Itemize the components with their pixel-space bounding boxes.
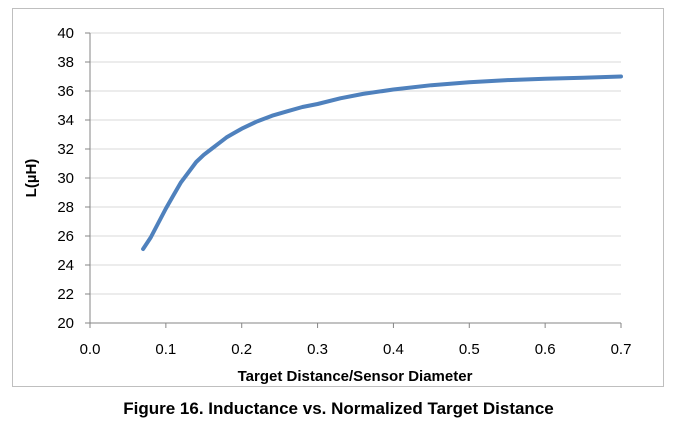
x-tick-label: 0.5 xyxy=(459,341,480,358)
x-tick-label: 0.1 xyxy=(155,341,176,358)
axes xyxy=(85,32,622,328)
x-tick-label: 0.3 xyxy=(307,341,328,358)
y-tick-label: 28 xyxy=(57,199,74,216)
x-axis-title: Target Distance/Sensor Diameter xyxy=(238,368,473,385)
y-tick-label: 20 xyxy=(57,315,74,332)
x-tick-label: 0.4 xyxy=(383,341,404,358)
y-tick-label: 34 xyxy=(57,112,74,129)
grid-lines xyxy=(90,32,621,295)
y-tick-label: 24 xyxy=(57,257,74,274)
y-tick-label: 38 xyxy=(57,54,74,71)
chart-frame xyxy=(12,8,664,387)
y-tick-label: 40 xyxy=(57,25,74,42)
y-tick-label: 30 xyxy=(57,170,74,187)
y-tick-label: 26 xyxy=(57,228,74,245)
y-tick-label: 32 xyxy=(57,141,74,158)
series-line xyxy=(141,74,623,251)
series-layer xyxy=(141,74,623,251)
y-axis-title: L(µH) xyxy=(23,159,40,198)
y-tick-labels: 20 22 24 26 28 30 32 34 36 38 40 xyxy=(57,25,74,332)
x-tick-label: 0.0 xyxy=(80,341,101,358)
x-tick-label: 0.7 xyxy=(611,341,632,358)
figure-caption: Figure 16. Inductance vs. Normalized Tar… xyxy=(123,399,554,418)
x-tick-label: 0.2 xyxy=(231,341,252,358)
x-tick-labels: 0.0 0.1 0.2 0.3 0.4 0.5 0.6 0.7 xyxy=(80,341,632,358)
y-tick-label: 36 xyxy=(57,83,74,100)
y-tick-label: 22 xyxy=(57,286,74,303)
x-tick-label: 0.6 xyxy=(535,341,556,358)
